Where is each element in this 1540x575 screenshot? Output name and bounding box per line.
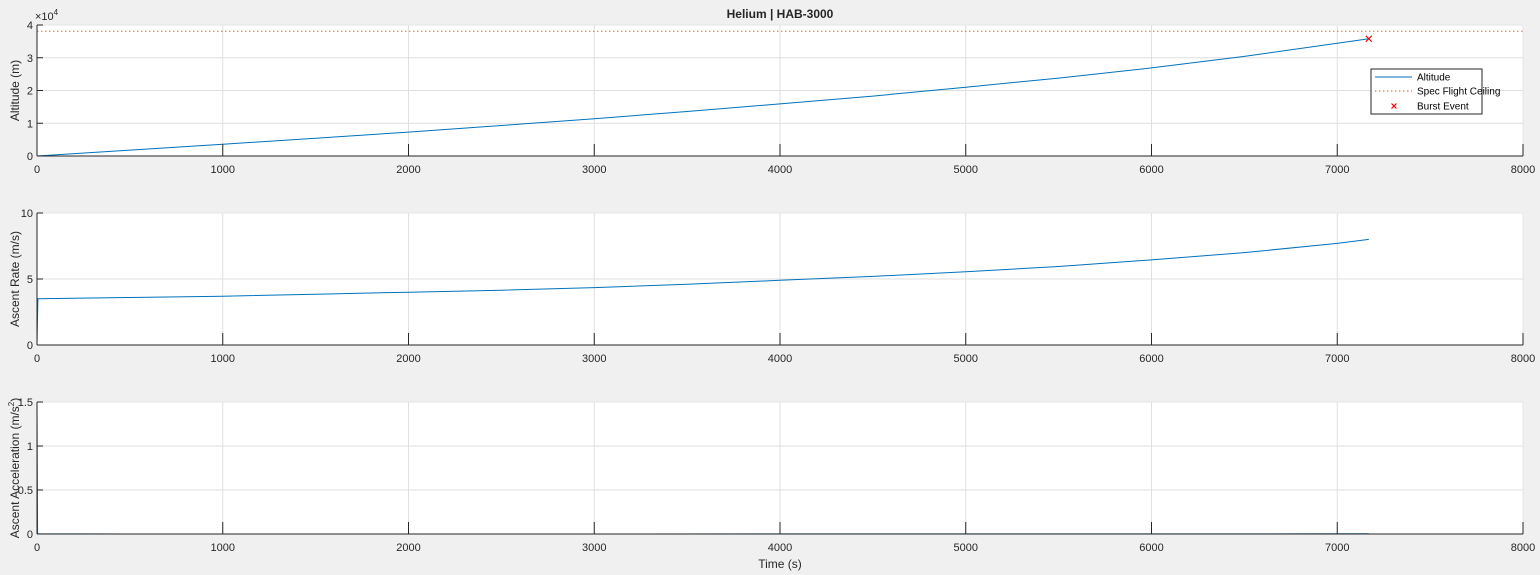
x-tick-label: 3000 (582, 353, 606, 365)
ylabel-close: ) (8, 398, 22, 402)
x-tick-label: 2000 (396, 542, 420, 554)
ascent-acceleration-plot: 0 1000 2000 3000 4000 5000 6000 7000 8000 0 0.5 1 1.… (7, 397, 1535, 571)
x-tick-label: 5000 (954, 353, 978, 365)
x-tick-label: 7000 (1325, 353, 1349, 365)
x-tick-label: 2000 (396, 164, 420, 176)
time-xlabel: Time (s) (758, 557, 802, 571)
y-tick-label: 4 (27, 20, 33, 32)
x-tick-label: 8000 (1511, 164, 1535, 176)
legend-entry-altitude: Altitude (1417, 73, 1451, 84)
altitude-plot: 0 1000 2000 3000 4000 5000 6000 7000 8000 0 1 2 3 4 H… (8, 7, 1535, 176)
y-tick-label: 5 (27, 274, 33, 286)
altitude-ylabel: Altitude (m) (8, 60, 22, 121)
ascent-rate-series (36, 238, 1369, 346)
ylabel-superscript: 2 (7, 401, 16, 406)
exponent-base: ×10 (35, 11, 54, 23)
x-tick-label: 8000 (1511, 353, 1535, 365)
y-tick-label: 0.5 (18, 485, 33, 497)
exponent-power: 4 (54, 8, 59, 17)
ascent-rate-ylabel: Ascent Rate (m/s) (8, 231, 22, 327)
altitude-exponent-label: ×104 (35, 8, 59, 23)
altitude-ticks: 0 1000 2000 3000 4000 5000 6000 7000 8000 0 1 2 3 4 (27, 20, 1535, 176)
x-tick-label: 4000 (768, 164, 792, 176)
legend-swatch-burst-event (1391, 103, 1397, 109)
x-tick-label: 0 (34, 353, 40, 365)
legend-entry-burst-event: Burst Event (1417, 102, 1469, 113)
x-tick-label: 4000 (768, 353, 792, 365)
x-tick-label: 7000 (1325, 164, 1349, 176)
x-tick-label: 6000 (1139, 353, 1163, 365)
x-tick-label: 4000 (768, 542, 792, 554)
y-tick-label: 1.5 (18, 397, 33, 409)
y-tick-label: 1 (27, 441, 33, 453)
x-tick-label: 5000 (954, 164, 978, 176)
altitude-plot-title: Helium | HAB-3000 (727, 7, 834, 21)
altitude-line (36, 38, 1369, 157)
x-tick-label: 3000 (582, 164, 606, 176)
ascent-rate-plot: 0 1000 2000 3000 4000 5000 6000 7000 8000 0 5 10 As… (8, 208, 1535, 365)
x-tick-label: 5000 (954, 542, 978, 554)
x-tick-label: 1000 (211, 542, 235, 554)
altitude-legend: Altitude Spec Flight Ceiling Burst Event (1370, 68, 1500, 115)
burst-event-marker (1365, 35, 1373, 43)
y-tick-label: 2 (27, 86, 33, 98)
x-tick-label: 3000 (582, 542, 606, 554)
ascent-acceleration-ylabel: Ascent Acceleration (m/s2) (7, 398, 22, 539)
x-tick-label: 1000 (211, 164, 235, 176)
x-tick-label: 1000 (211, 353, 235, 365)
x-tick-label: 0 (34, 542, 40, 554)
x-tick-label: 7000 (1325, 542, 1349, 554)
x-tick-label: 6000 (1139, 164, 1163, 176)
x-tick-label: 6000 (1139, 542, 1163, 554)
ylabel-main: Ascent Acceleration (m/s (8, 406, 22, 538)
ascent-acceleration-ticks: 0 1000 2000 3000 4000 5000 6000 7000 8000 0 0.5 1 1.… (18, 397, 1536, 554)
y-tick-label: 10 (21, 208, 33, 220)
y-tick-label: 1 (27, 118, 33, 130)
y-tick-label: 0 (27, 529, 33, 541)
ascent-rate-ticks: 0 1000 2000 3000 4000 5000 6000 7000 8000 0 5 10 (21, 208, 1535, 365)
x-tick-label: 0 (34, 164, 40, 176)
data-line (36, 238, 1369, 346)
x-tick-label: 2000 (396, 353, 420, 365)
x-tick-label: 8000 (1511, 542, 1535, 554)
altitude-series (36, 30, 1523, 157)
y-tick-label: 0 (27, 151, 33, 163)
y-tick-label: 3 (27, 53, 33, 65)
legend-entry-spec-flight-ceiling: Spec Flight Ceiling (1417, 87, 1500, 98)
y-tick-label: 0 (27, 340, 33, 352)
